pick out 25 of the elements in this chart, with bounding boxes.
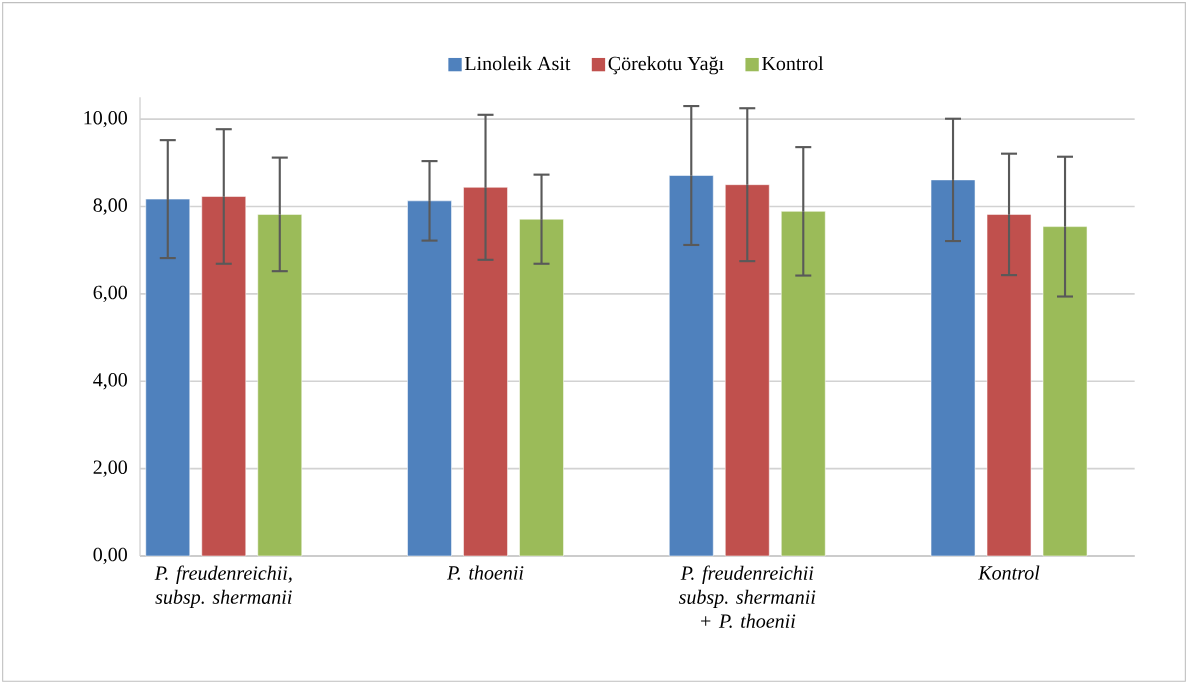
- bar: [986, 214, 1032, 557]
- y-tick-label: 10,00: [84, 110, 127, 128]
- bar: [669, 175, 714, 557]
- bar: [201, 196, 247, 557]
- bar: [407, 200, 452, 557]
- y-tick-label: 6,00: [93, 285, 127, 303]
- y-tick-label: 2,00: [93, 460, 127, 477]
- x-tick-label: P. thoenii: [446, 565, 524, 580]
- legend-label: Linoleik Asit: [464, 56, 571, 71]
- x-tick-label: P. freudenreichii subsp. shermanii + P. thoenii: [678, 565, 816, 628]
- y-tick-label: 8,00: [93, 198, 127, 215]
- x-tick-label: Kontrol: [978, 565, 1040, 580]
- legend-label: Çörekotu Yağı: [608, 56, 724, 75]
- bar: [257, 214, 303, 557]
- bar: [463, 187, 508, 557]
- bar: [725, 184, 770, 557]
- y-tick-label: 4,00: [93, 373, 127, 390]
- legend-label: Kontrol: [762, 56, 824, 71]
- bar: [145, 198, 191, 557]
- bar: [1042, 226, 1088, 557]
- bar: [519, 218, 564, 557]
- x-tick-label: P. freudenreichii, subsp. shermanii: [154, 565, 292, 608]
- y-tick-label: 0,00: [93, 547, 127, 565]
- bar: [930, 179, 976, 557]
- bar: [781, 211, 826, 557]
